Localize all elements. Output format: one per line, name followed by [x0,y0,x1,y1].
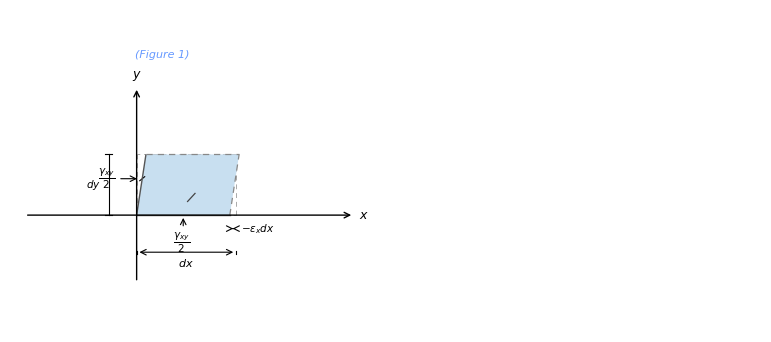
Text: $y$: $y$ [132,69,142,83]
Text: The state of plane strain on an element has components $\epsilon_x = -480(10^{-6: The state of plane strain on an element … [9,16,491,37]
Text: Determine the equivalent state of strain on an element at the same point oriente: Determine the equivalent state of strain… [9,321,742,331]
Text: $x$: $x$ [359,209,369,222]
Polygon shape [136,155,239,215]
Text: (Figure 1): (Figure 1) [135,50,190,60]
Text: $\dfrac{\gamma_{xy}}{2}$: $\dfrac{\gamma_{xy}}{2}$ [98,167,115,191]
Text: $\dfrac{\gamma_{xy}}{2}$: $\dfrac{\gamma_{xy}}{2}$ [173,230,190,255]
Text: $dy$: $dy$ [86,178,101,192]
Text: $\gamma_{xy} = 110(10^{-6})$.: $\gamma_{xy} = 110(10^{-6})$. [9,50,104,71]
Text: $-\epsilon_x dx$: $-\epsilon_x dx$ [241,222,274,236]
Text: $dx$: $dx$ [178,257,194,269]
